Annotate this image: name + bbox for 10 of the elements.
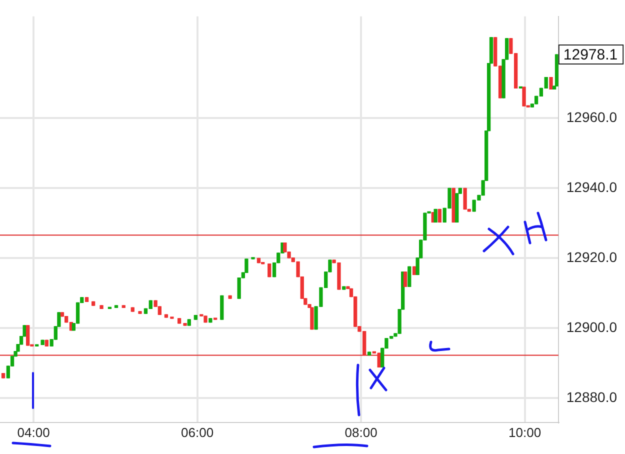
y-tick-label: 12880.0: [566, 388, 618, 405]
x-tick-label: 10:00: [508, 424, 542, 440]
x-tick-label: 04:00: [17, 424, 50, 440]
x-tick-label: 06:00: [181, 424, 214, 440]
x-tick-label: 08:00: [344, 424, 378, 440]
y-tick-label: 12900.0: [566, 318, 618, 335]
y-tick-label: 12920.0: [566, 248, 618, 265]
text: 12978.1: [563, 46, 618, 64]
y-tick-label: 12940.0: [566, 178, 618, 195]
y-tick-label: 12960.0: [566, 108, 618, 125]
